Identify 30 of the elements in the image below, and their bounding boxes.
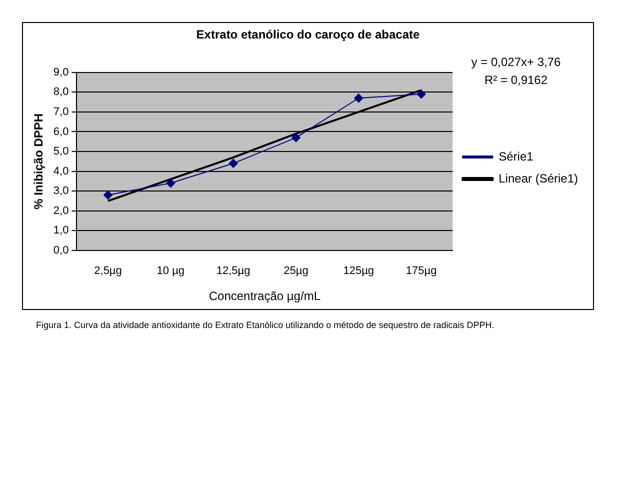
x-tick-label: 175µg — [406, 265, 437, 278]
y-tick-label: 3,0 — [53, 185, 69, 198]
y-tick-label: 8,0 — [53, 86, 69, 98]
y-tick-label: 9,0 — [53, 66, 69, 78]
point — [228, 158, 238, 168]
x-tick-label: 12,5µg — [216, 265, 250, 278]
y-tick-label: 4,0 — [53, 165, 69, 178]
y-tick-label: 5,0 — [53, 146, 69, 158]
point — [291, 133, 300, 142]
point — [416, 90, 426, 99]
legend-label: Série1 — [498, 149, 534, 164]
point — [166, 178, 176, 188]
y-tick-label: 2,0 — [53, 204, 69, 217]
y-tick-label: 6,0 — [53, 126, 69, 138]
y-axis-title: % Inibição DPPH — [32, 113, 46, 210]
y-tick-label: 1,0 — [53, 224, 69, 237]
point — [104, 190, 113, 200]
text: y = 0,027x+ 3,76 — [471, 55, 562, 69]
text: R² = 0,9162 — [484, 73, 548, 87]
x-tick-label: 125µg — [343, 265, 374, 278]
chart-title: Extrato etanólico do caroço de abacate — [196, 28, 420, 42]
point — [354, 94, 364, 103]
legend-label: Linear (Série1) — [498, 171, 578, 186]
y-tick-label: 0,0 — [53, 244, 69, 256]
x-axis-title: Concentração µg/mL — [208, 289, 321, 304]
y-tick-label: 7,0 — [53, 106, 69, 118]
x-tick-label: 2,5µg — [94, 265, 122, 278]
text: Figura 1. Curva da atividade antioxidante do Extrato Etanólico utilizando o método de sequestro de radicais DPPH. — [36, 320, 494, 330]
x-tick-label: 10 µg — [156, 265, 185, 278]
x-tick-label: 25µg — [284, 265, 308, 278]
